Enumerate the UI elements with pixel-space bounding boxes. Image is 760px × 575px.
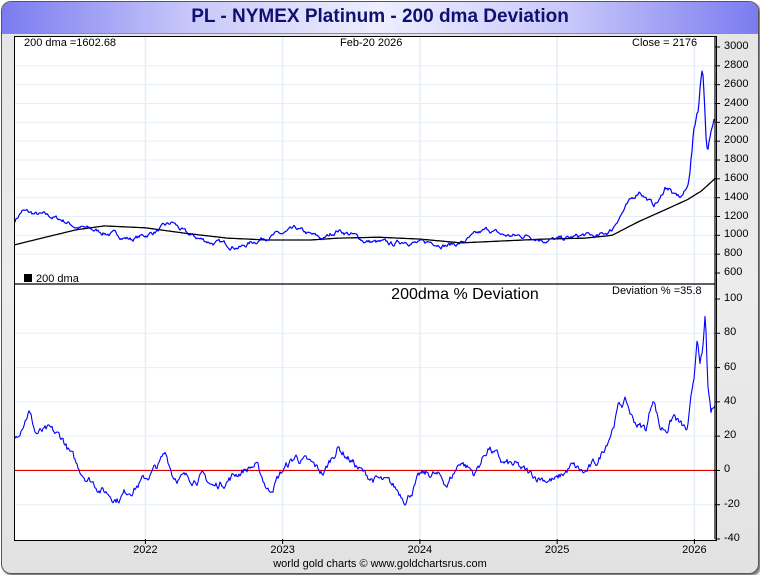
price-y-tick-label: 1800: [724, 153, 749, 165]
deviation-y-tick-label: 100: [724, 292, 743, 304]
close-value-label: Close = 2176: [632, 37, 698, 49]
deviation-y-tick-label: 80: [724, 326, 737, 339]
deviation-line: [14, 315, 716, 506]
price-y-tick-label: 3000: [724, 40, 749, 52]
axes: [14, 37, 720, 544]
legend-swatch: [24, 274, 32, 282]
deviation-y-tick-label: 0: [724, 463, 731, 476]
deviation-y-tick-label: -20: [724, 497, 740, 510]
price-line: [14, 70, 716, 251]
price-y-tick-label: 600: [724, 266, 743, 278]
plot-area: [14, 36, 717, 541]
title-bar: PL - NYMEX Platinum - 200 dma Deviation: [2, 2, 758, 34]
x-tick-label: 2022: [133, 544, 158, 556]
deviation-y-tick-label: -40: [724, 532, 740, 544]
footer-credit: world gold charts © www.goldchartsrus.co…: [273, 558, 487, 570]
price-y-tick-label: 2200: [724, 115, 749, 128]
price-y-tick-label: 2400: [724, 96, 749, 109]
dma-value-label: 200 dma =1602.68: [24, 37, 117, 49]
legend-label: 200 dma: [36, 273, 79, 285]
price-series: [14, 61, 716, 251]
deviation-y-tick-label: 60: [724, 360, 737, 373]
legend-200dma: 200 dma: [24, 273, 79, 285]
x-tick-label: 2026: [682, 544, 707, 556]
chart-title: PL - NYMEX Platinum - 200 dma Deviation: [191, 6, 569, 27]
price-y-tick-label: 2800: [724, 58, 749, 71]
x-tick-label: 2024: [407, 544, 433, 556]
dma-line: [14, 178, 716, 246]
price-y-tick-label: 800: [724, 247, 743, 260]
deviation-y-tick-label: 20: [724, 429, 737, 442]
price-y-tick-label: 1600: [724, 171, 749, 184]
x-tick-label: 2025: [544, 544, 570, 556]
deviation-series: [14, 315, 716, 506]
price-y-tick-label: 1400: [724, 190, 749, 203]
date-label: Feb-20 2026: [340, 37, 403, 49]
deviation-y-tick-label: 40: [724, 394, 737, 407]
price-y-tick-label: 1000: [724, 228, 749, 241]
deviation-panel-title: 200dma % Deviation: [391, 286, 539, 303]
x-tick-label: 2023: [270, 544, 295, 556]
price-y-tick-label: 2000: [724, 134, 749, 147]
deviation-value-label: Deviation % =35.8: [612, 285, 702, 297]
price-y-tick-label: 1200: [724, 209, 749, 222]
price-y-tick-label: 2600: [724, 77, 749, 90]
